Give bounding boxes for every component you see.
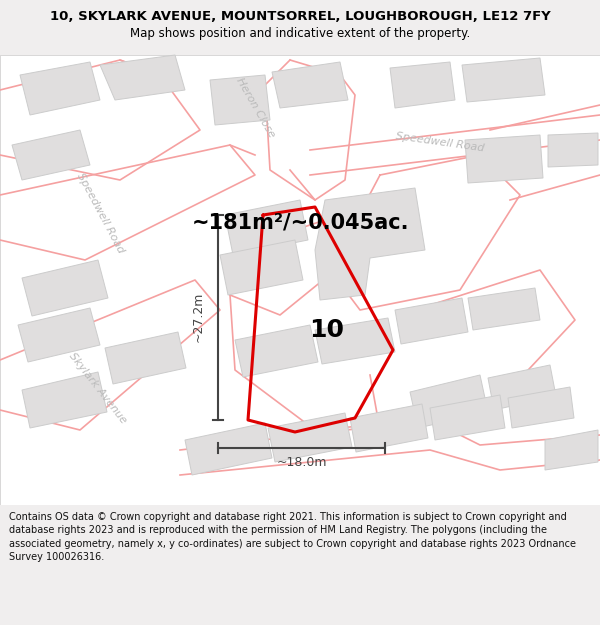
- Text: Speedwell Road: Speedwell Road: [74, 171, 125, 255]
- Polygon shape: [462, 58, 545, 102]
- Polygon shape: [465, 135, 543, 183]
- Text: 10: 10: [310, 318, 344, 342]
- Text: Speedwell Road: Speedwell Road: [395, 131, 485, 153]
- Text: Contains OS data © Crown copyright and database right 2021. This information is : Contains OS data © Crown copyright and d…: [9, 512, 576, 562]
- Polygon shape: [430, 395, 505, 440]
- Polygon shape: [220, 240, 303, 295]
- Polygon shape: [235, 325, 318, 377]
- Polygon shape: [350, 404, 428, 452]
- Text: Heron Close: Heron Close: [234, 76, 276, 139]
- Text: ~181m²/~0.045ac.: ~181m²/~0.045ac.: [191, 213, 409, 232]
- Bar: [0, 55, 600, 505]
- Polygon shape: [545, 430, 598, 470]
- Text: 10, SKYLARK AVENUE, MOUNTSORREL, LOUGHBOROUGH, LE12 7FY: 10, SKYLARK AVENUE, MOUNTSORREL, LOUGHBO…: [50, 9, 550, 22]
- Polygon shape: [20, 62, 100, 115]
- Polygon shape: [210, 75, 270, 125]
- Polygon shape: [22, 260, 108, 316]
- Polygon shape: [100, 55, 185, 100]
- Polygon shape: [105, 332, 186, 384]
- Polygon shape: [268, 413, 352, 462]
- Text: ~18.0m: ~18.0m: [277, 456, 327, 469]
- Polygon shape: [315, 318, 395, 364]
- Polygon shape: [225, 200, 308, 255]
- Polygon shape: [12, 130, 90, 180]
- Polygon shape: [18, 308, 100, 362]
- Polygon shape: [395, 298, 468, 344]
- Text: Map shows position and indicative extent of the property.: Map shows position and indicative extent…: [130, 28, 470, 41]
- Polygon shape: [508, 387, 574, 428]
- Polygon shape: [390, 62, 455, 108]
- Polygon shape: [468, 288, 540, 330]
- Polygon shape: [315, 188, 425, 300]
- Polygon shape: [410, 375, 488, 428]
- Polygon shape: [185, 423, 272, 475]
- Polygon shape: [272, 62, 348, 108]
- Text: ~27.2m: ~27.2m: [191, 292, 205, 342]
- Polygon shape: [22, 372, 107, 428]
- Polygon shape: [548, 133, 598, 167]
- Text: Skylark Avenue: Skylark Avenue: [67, 351, 128, 425]
- Polygon shape: [488, 365, 556, 410]
